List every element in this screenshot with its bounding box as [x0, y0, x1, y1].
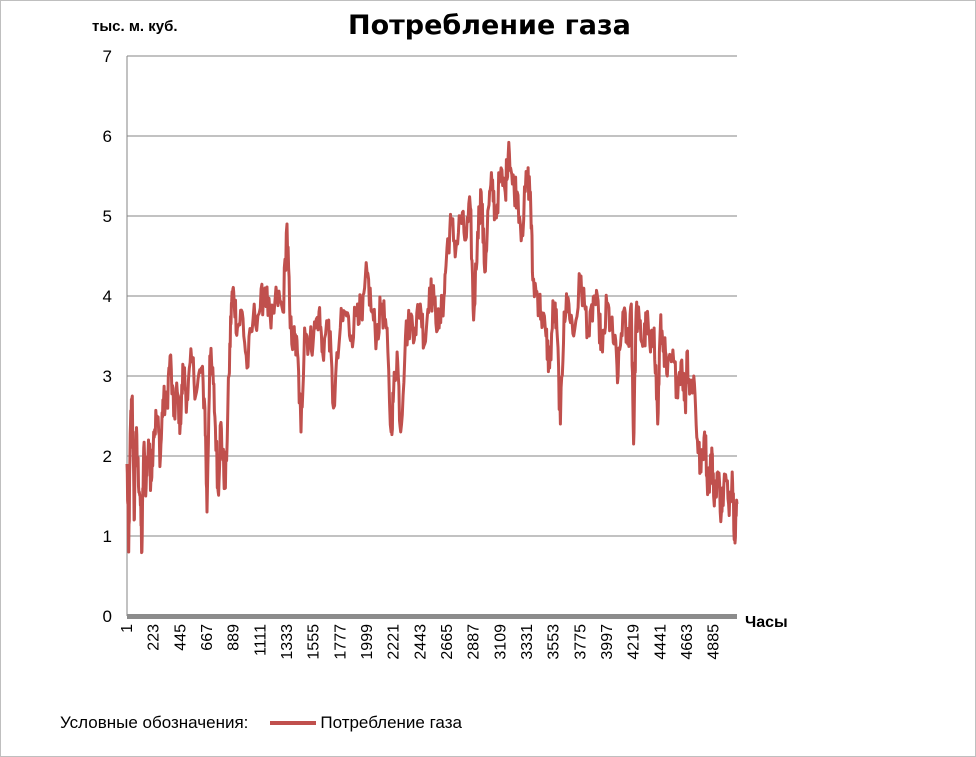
- x-tick-label: 4219: [626, 624, 643, 660]
- x-tick-label: 2221: [386, 624, 403, 660]
- x-tick-label: 3331: [519, 624, 536, 660]
- y-tick-label: 3: [103, 367, 112, 386]
- x-tick-label: 1555: [306, 624, 323, 660]
- x-tick-label: 4441: [652, 624, 669, 660]
- y-tick-label: 4: [103, 287, 112, 306]
- y-axis-unit-label: тыс. м. куб.: [92, 18, 178, 35]
- x-tick-label: 667: [199, 624, 216, 651]
- x-tick-label: 2665: [439, 624, 456, 660]
- x-tick-label: 2443: [412, 624, 429, 660]
- x-tick-label: 445: [172, 624, 189, 651]
- y-tick-label: 5: [103, 207, 112, 226]
- x-tick-label: 3775: [572, 624, 589, 660]
- legend-swatch: [270, 721, 317, 725]
- x-tick-label: 1333: [279, 624, 296, 660]
- x-tick-label: 1777: [332, 624, 349, 660]
- x-tick-label: 223: [146, 624, 163, 651]
- x-tick-label: 4885: [706, 624, 723, 660]
- legend-series-label: Потребление газа: [320, 713, 462, 732]
- legend: Условные обозначения: Потребление газа: [60, 712, 462, 734]
- x-tick-label: 1111: [252, 624, 269, 656]
- x-tick-label: 3109: [492, 624, 509, 660]
- y-tick-label: 7: [103, 47, 112, 66]
- x-tick-label: 1999: [359, 624, 376, 660]
- x-tick-label: 1: [119, 624, 136, 633]
- y-tick-label: 0: [103, 607, 112, 626]
- x-tick-label: 3997: [599, 624, 616, 660]
- y-tick-label: 2: [103, 447, 112, 466]
- x-tick-label: 889: [226, 624, 243, 651]
- y-tick-label: 1: [103, 527, 112, 546]
- series-line: [125, 140, 739, 555]
- x-axis-title: Часы: [745, 614, 788, 631]
- chart-title: Потребление газа: [348, 10, 631, 41]
- legend-caption: Условные обозначения:: [60, 713, 249, 732]
- x-tick-label: 4663: [679, 624, 696, 660]
- x-tick-label: 3553: [546, 624, 563, 660]
- y-tick-label: 6: [103, 127, 112, 146]
- x-tick-label: 2887: [466, 624, 483, 660]
- x-axis-line: [127, 614, 737, 619]
